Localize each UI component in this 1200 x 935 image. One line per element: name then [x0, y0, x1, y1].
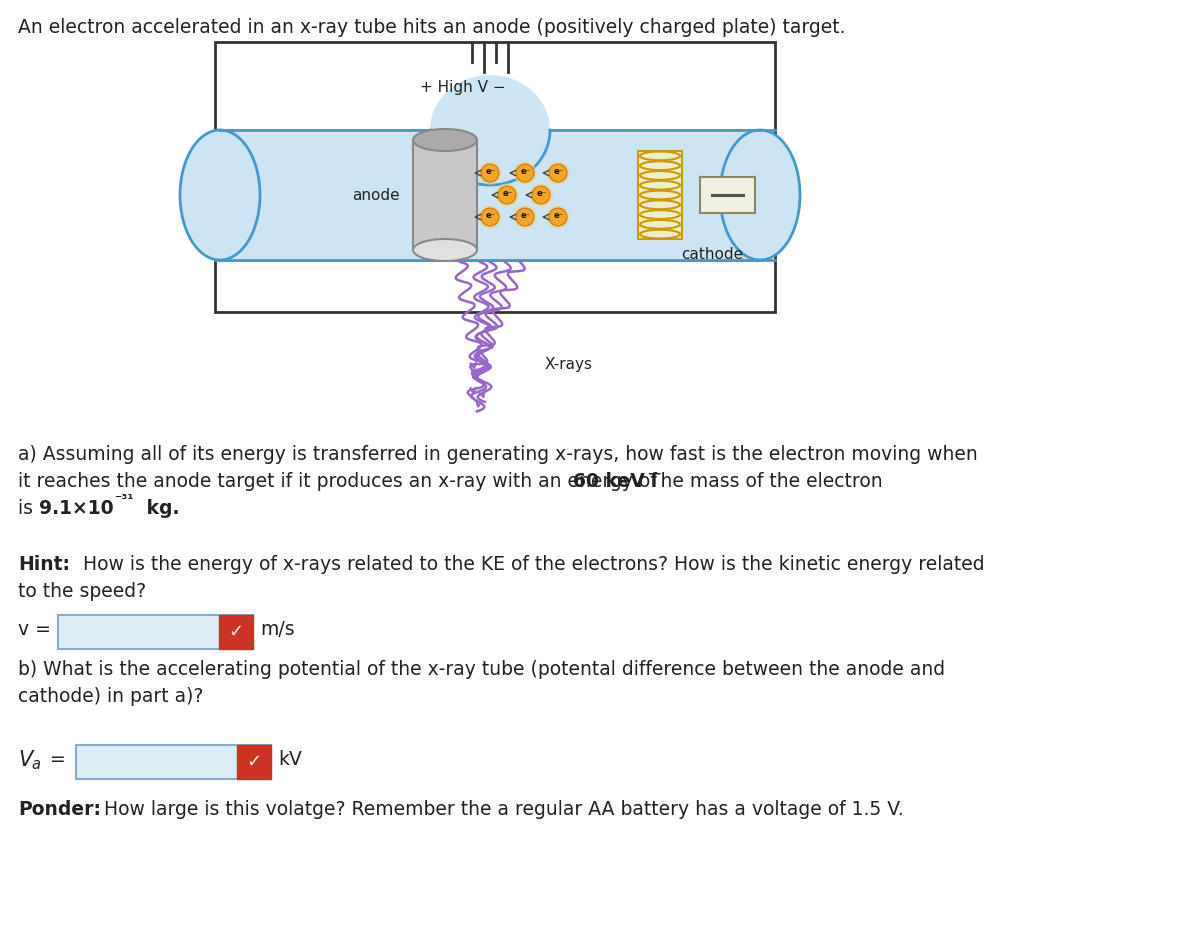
Circle shape [479, 206, 502, 228]
Text: m/s: m/s [260, 620, 295, 639]
Circle shape [496, 184, 518, 206]
Circle shape [498, 186, 516, 204]
Text: to the speed?: to the speed? [18, 582, 146, 601]
Circle shape [550, 164, 568, 182]
Text: a) Assuming all of its energy is transferred in generating x-rays, how fast is t: a) Assuming all of its energy is transfe… [18, 445, 978, 464]
Text: cathode) in part a)?: cathode) in part a)? [18, 687, 203, 706]
Text: + High V −: + High V − [420, 80, 505, 95]
Text: it reaches the anode target if it produces an x-ray with an energy of: it reaches the anode target if it produc… [18, 472, 662, 491]
Text: e⁻: e⁻ [486, 167, 496, 177]
Text: ✓: ✓ [228, 623, 244, 641]
Text: is: is [18, 499, 38, 518]
Text: e⁻: e⁻ [521, 167, 532, 177]
Bar [220, 615, 253, 649]
Bar [238, 745, 271, 779]
Ellipse shape [430, 75, 550, 185]
Bar [638, 151, 682, 239]
Text: e⁻: e⁻ [486, 211, 496, 221]
Ellipse shape [720, 130, 800, 260]
Text: e⁻: e⁻ [536, 190, 547, 198]
Text: 9.1×10: 9.1×10 [38, 499, 114, 518]
Circle shape [530, 184, 552, 206]
Text: a: a [31, 757, 40, 772]
Circle shape [516, 164, 534, 182]
Ellipse shape [180, 130, 260, 260]
Circle shape [481, 208, 499, 226]
Bar [700, 177, 755, 213]
Text: e⁻: e⁻ [554, 167, 564, 177]
Bar [215, 42, 775, 312]
Bar [220, 130, 760, 260]
Ellipse shape [413, 239, 478, 261]
Text: b) What is the accelerating potential of the x-ray tube (potental difference bet: b) What is the accelerating potential of… [18, 660, 946, 679]
Text: 60 keV: 60 keV [574, 472, 644, 491]
Text: v =: v = [18, 620, 56, 639]
Text: kV: kV [278, 750, 302, 769]
Text: V: V [18, 750, 32, 770]
Text: ⁻³¹: ⁻³¹ [114, 493, 133, 507]
Circle shape [547, 162, 569, 184]
Text: X-rays: X-rays [545, 357, 593, 372]
Bar [430, 127, 550, 133]
Text: e⁻: e⁻ [521, 211, 532, 221]
Bar [76, 745, 271, 779]
Bar [413, 140, 478, 250]
Text: e⁻: e⁻ [503, 190, 514, 198]
Circle shape [547, 206, 569, 228]
Text: How is the energy of x-rays related to the KE of the electrons? How is the kinet: How is the energy of x-rays related to t… [71, 555, 985, 574]
Circle shape [479, 162, 502, 184]
Text: Ponder:: Ponder: [18, 800, 101, 819]
Text: . The mass of the electron: . The mass of the electron [631, 472, 883, 491]
Circle shape [481, 164, 499, 182]
Text: Hint:: Hint: [18, 555, 70, 574]
Text: ✓: ✓ [246, 753, 262, 771]
Text: kg.: kg. [140, 499, 180, 518]
Circle shape [516, 208, 534, 226]
Text: How large is this volatge? Remember the a regular AA battery has a voltage of 1.: How large is this volatge? Remember the … [98, 800, 904, 819]
Text: e⁻: e⁻ [554, 211, 564, 221]
Text: cathode: cathode [680, 247, 743, 262]
Circle shape [514, 162, 536, 184]
Text: anode: anode [353, 188, 400, 203]
Circle shape [550, 208, 568, 226]
Bar [58, 615, 253, 649]
Circle shape [532, 186, 550, 204]
Text: An electron accelerated in an x-ray tube hits an anode (positively charged plate: An electron accelerated in an x-ray tube… [18, 18, 846, 37]
Ellipse shape [413, 129, 478, 151]
Text: =: = [44, 750, 72, 769]
Circle shape [514, 206, 536, 228]
